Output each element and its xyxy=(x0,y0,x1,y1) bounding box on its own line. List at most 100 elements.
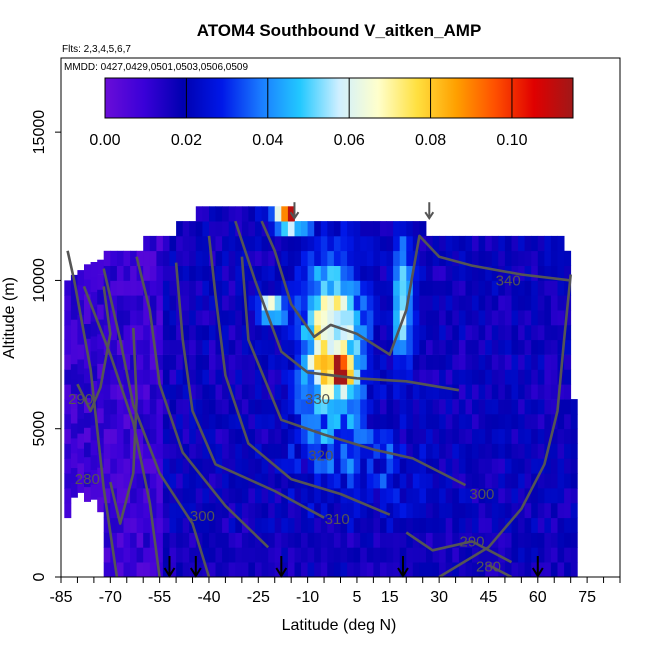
heatmap-cell xyxy=(116,502,124,519)
heatmap-cell xyxy=(307,488,315,504)
heatmap-cell xyxy=(222,310,230,326)
heatmap-cell xyxy=(241,324,249,341)
heatmap-cell xyxy=(485,369,493,385)
heatmap-cell xyxy=(222,250,230,266)
heatmap-cell xyxy=(182,517,190,533)
heatmap-cell xyxy=(287,354,295,370)
heatmap-cell xyxy=(84,294,91,310)
heatmap-cell xyxy=(478,517,486,533)
heatmap-cell xyxy=(287,562,295,577)
heatmap-cell xyxy=(511,310,519,326)
heatmap-cell xyxy=(222,324,230,341)
heatmap-cell xyxy=(333,413,341,430)
heatmap-cell xyxy=(162,295,170,311)
heatmap-cell xyxy=(452,310,460,326)
heatmap-cell xyxy=(215,354,223,370)
heatmap-cell xyxy=(228,532,236,548)
heatmap-cell xyxy=(550,384,558,400)
heatmap-cell xyxy=(439,369,447,385)
heatmap-cell xyxy=(406,310,414,326)
heatmap-cell xyxy=(498,532,506,548)
heatmap-cell xyxy=(412,428,420,444)
heatmap-cell xyxy=(228,265,236,281)
heatmap-cell xyxy=(77,433,85,449)
heatmap-cell xyxy=(215,473,223,489)
heatmap-cell xyxy=(452,250,460,266)
heatmap-cell xyxy=(485,324,493,341)
heatmap-cell xyxy=(143,250,151,266)
heatmap-cell xyxy=(189,221,197,237)
heatmap-cell xyxy=(261,532,269,548)
heatmap-cell xyxy=(314,265,322,281)
heatmap-cell xyxy=(557,502,565,519)
heatmap-cell xyxy=(347,443,355,459)
heatmap-cell xyxy=(412,369,420,385)
heatmap-cell xyxy=(491,310,499,326)
heatmap-cell xyxy=(143,473,151,489)
heatmap-cell xyxy=(294,354,302,370)
heatmap-cell xyxy=(287,265,295,281)
heatmap-cell xyxy=(222,206,230,222)
heatmap-cell xyxy=(557,517,565,533)
heatmap-cell xyxy=(215,517,223,533)
heatmap-cell xyxy=(426,413,433,430)
heatmap-cell xyxy=(110,384,118,400)
x-tick-label: 45 xyxy=(480,589,498,606)
heatmap-cell xyxy=(419,399,427,415)
heatmap-cell xyxy=(327,235,335,252)
heatmap-cell xyxy=(202,532,210,548)
heatmap-cell xyxy=(176,354,184,370)
heatmap-cell xyxy=(320,250,328,266)
heatmap-cell xyxy=(366,295,374,311)
heatmap-cell xyxy=(202,413,210,430)
heatmap-cell xyxy=(169,473,177,489)
heatmap-cell xyxy=(301,502,308,519)
heatmap-cell xyxy=(320,428,328,444)
heatmap-cell xyxy=(557,473,565,489)
heatmap-cell xyxy=(452,517,460,533)
heatmap-cell xyxy=(182,458,190,474)
heatmap-cell xyxy=(360,221,368,237)
heatmap-cell xyxy=(182,399,190,415)
heatmap-cell xyxy=(432,562,440,577)
heatmap-cell xyxy=(518,250,526,266)
heatmap-cell xyxy=(110,562,118,577)
heatmap-cell xyxy=(498,295,506,311)
heatmap-cell xyxy=(544,384,552,400)
heatmap-cell xyxy=(380,265,387,281)
heatmap-cell xyxy=(406,369,414,385)
heatmap-cell xyxy=(64,473,72,489)
heatmap-cell xyxy=(235,532,243,548)
heatmap-cell xyxy=(182,488,190,504)
heatmap-cell xyxy=(485,502,493,519)
heatmap-cell xyxy=(504,413,512,430)
heatmap-cell xyxy=(136,517,144,533)
heatmap-cell xyxy=(524,310,532,326)
heatmap-cell xyxy=(360,428,368,444)
heatmap-cell xyxy=(426,384,433,400)
heatmap-cell xyxy=(537,399,545,415)
heatmap-cell xyxy=(472,324,479,341)
heatmap-cell xyxy=(195,339,203,355)
heatmap-cell xyxy=(445,458,453,474)
heatmap-cell xyxy=(116,265,124,281)
heatmap-cell xyxy=(123,413,131,430)
heatmap-cell xyxy=(116,517,124,533)
heatmap-cell xyxy=(261,295,269,311)
heatmap-cell xyxy=(360,280,368,296)
heatmap-cell xyxy=(445,280,453,296)
heatmap-cell xyxy=(281,265,289,281)
heatmap-cell xyxy=(228,502,236,519)
heatmap-cell xyxy=(564,547,572,563)
heatmap-cell xyxy=(340,324,348,341)
heatmap-cell xyxy=(77,403,85,419)
heatmap-cell xyxy=(123,384,131,400)
heatmap-cell xyxy=(294,428,302,444)
heatmap-cell xyxy=(320,532,328,548)
heatmap-cell xyxy=(222,399,230,415)
heatmap-cell xyxy=(182,384,190,400)
heatmap-cell xyxy=(169,458,177,474)
heatmap-cell xyxy=(307,532,315,548)
colorbar-tick-label: 0.02 xyxy=(171,132,202,149)
heatmap-cell xyxy=(169,428,177,444)
